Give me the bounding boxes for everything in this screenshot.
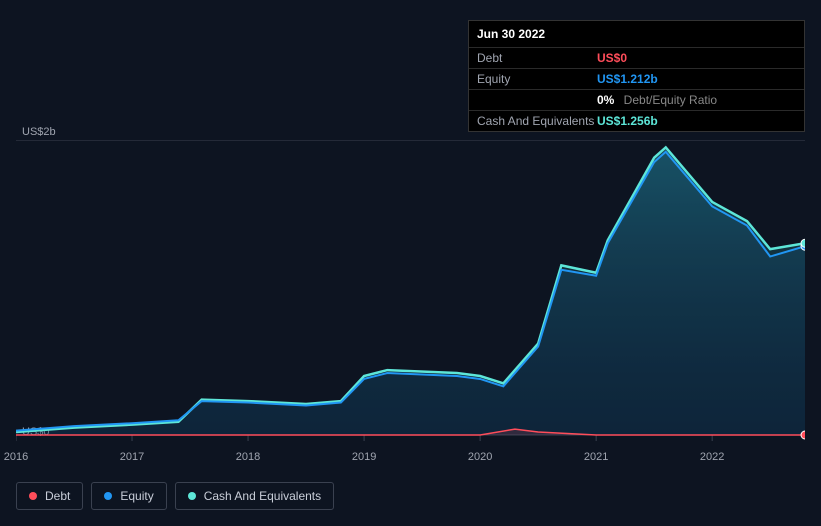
tooltip-row: Cash And EquivalentsUS$1.256b [469, 110, 804, 131]
y-tick-top: US$2b [22, 126, 56, 138]
x-tick: 2022 [700, 451, 724, 463]
x-tick: 2020 [468, 451, 492, 463]
tooltip-panel: Jun 30 2022 DebtUS$0EquityUS$1.212b0% De… [468, 20, 805, 132]
tooltip-row: 0% Debt/Equity Ratio [469, 89, 804, 110]
tooltip-row: EquityUS$1.212b [469, 68, 804, 89]
x-tick: 2021 [584, 451, 608, 463]
legend: Debt Equity Cash And Equivalents [16, 482, 334, 510]
legend-cash[interactable]: Cash And Equivalents [175, 482, 334, 510]
x-tick: 2018 [236, 451, 260, 463]
x-tick: 2016 [4, 451, 28, 463]
chart-area [16, 140, 805, 450]
tooltip-row: DebtUS$0 [469, 47, 804, 68]
x-tick: 2019 [352, 451, 376, 463]
tooltip-title: Jun 30 2022 [469, 21, 804, 47]
x-tick: 2017 [120, 451, 144, 463]
legend-equity[interactable]: Equity [91, 482, 166, 510]
legend-debt[interactable]: Debt [16, 482, 83, 510]
